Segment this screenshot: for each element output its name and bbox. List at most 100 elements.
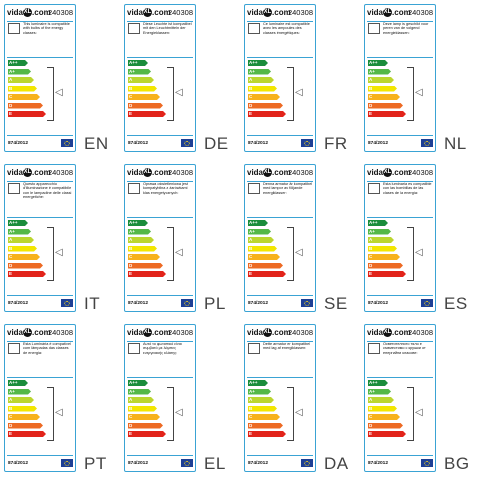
class-range-bracket <box>287 67 294 121</box>
energy-class-bar: D <box>248 103 283 109</box>
energy-class-bar: D <box>248 423 283 429</box>
brand-name-left: vida <box>247 168 264 177</box>
divider <box>367 21 433 22</box>
brand-name-left: vida <box>367 328 384 337</box>
class-range-bracket <box>407 67 414 121</box>
energy-label-card: vidaXL.com 240308 Diese Leuchte ist kompat… <box>124 4 196 152</box>
energy-class-bar: A++ <box>8 380 28 386</box>
pendant-lamp-icon <box>8 183 20 194</box>
energy-label-cell: vidaXL.com 240308 Diese Leuchte ist kompat… <box>120 0 240 160</box>
brand-name-right: .com <box>272 8 291 17</box>
language-code: PT <box>84 454 107 473</box>
energy-class-bar: B <box>128 246 157 252</box>
compatibility-text: Dette armatur er kompatibel med lag af e… <box>263 342 311 351</box>
energy-class-bar: A <box>128 237 154 243</box>
bulb-icon: ◁ <box>415 407 423 418</box>
energy-class-bar: A+ <box>128 229 151 235</box>
brand-name-mid: XL <box>263 328 273 338</box>
eu-flag-icon <box>61 459 73 467</box>
energy-class-bar: D <box>128 263 163 269</box>
brand-name-right: .com <box>392 168 411 177</box>
energy-class-bar: A <box>128 397 154 403</box>
energy-class-bar: A++ <box>368 60 388 66</box>
energy-class-bar: A++ <box>128 380 148 386</box>
energy-class-bar: B <box>8 246 37 252</box>
brand-name-right: .com <box>152 328 171 337</box>
model-number: 240308 <box>47 328 73 337</box>
divider <box>367 217 433 218</box>
divider <box>367 377 433 378</box>
class-range-bracket <box>47 387 54 441</box>
energy-label-cell: vidaXL.com 240308 Dette armatur er kompati… <box>240 320 360 480</box>
class-range-bracket <box>47 227 54 281</box>
eu-flag-icon <box>421 459 433 467</box>
regulation-number: 874/2012 <box>368 141 389 146</box>
energy-label-cell: vidaXL.com 240308 Esta luminaria es compat… <box>360 160 480 320</box>
brand-logo: vidaXL.com <box>127 168 171 178</box>
divider <box>247 135 313 136</box>
divider <box>7 217 73 218</box>
energy-class-bar: D <box>128 423 163 429</box>
energy-label-cell: vidaXL.com 240308 Esta Luminária é compatí… <box>0 320 120 480</box>
compatibility-text: Αυτό το φωτιστικό είναι συμβατό με λάμπε… <box>143 342 182 355</box>
eu-flag-icon <box>181 459 193 467</box>
energy-class-bar: C <box>8 414 40 420</box>
energy-class-bar: A <box>8 397 34 403</box>
language-code: NL <box>444 134 467 153</box>
energy-class-bar: A <box>368 237 394 243</box>
eu-flag-icon <box>61 139 73 147</box>
energy-class-bar: D <box>8 263 43 269</box>
language-code: IT <box>84 294 101 313</box>
divider <box>127 341 193 342</box>
brand-name-right: .com <box>32 8 51 17</box>
language-code: EL <box>204 454 226 473</box>
brand-logo: vidaXL.com <box>7 8 51 18</box>
language-code: DA <box>324 454 349 473</box>
energy-label-card: vidaXL.com 240308 Осветителното тяло е съв… <box>364 324 436 472</box>
energy-class-bar: A <box>248 237 274 243</box>
divider <box>7 455 73 456</box>
energy-class-bar: A+ <box>8 389 31 395</box>
energy-class-bar: A++ <box>368 220 388 226</box>
energy-class-bar: A+ <box>248 389 271 395</box>
energy-class-bar: C <box>128 414 160 420</box>
divider <box>367 295 433 296</box>
energy-class-bar: E <box>368 111 406 117</box>
energy-class-bar: D <box>8 103 43 109</box>
card-header: vidaXL.com 240308 <box>247 7 313 21</box>
pendant-lamp-icon <box>368 183 380 194</box>
energy-class-bar: C <box>248 414 280 420</box>
brand-name-left: vida <box>7 8 24 17</box>
pendant-lamp-icon <box>248 23 260 34</box>
energy-label-card: vidaXL.com 240308 Esta luminaria es compat… <box>364 164 436 312</box>
brand-name-right: .com <box>152 8 171 17</box>
pendant-lamp-icon <box>248 343 260 354</box>
energy-class-bar: E <box>128 431 166 437</box>
compatibility-text: Diese Leuchte ist kompatibel mit den Leu… <box>143 22 192 35</box>
eu-flag-icon <box>181 139 193 147</box>
energy-class-bar: B <box>128 86 157 92</box>
energy-class-bar: A++ <box>368 380 388 386</box>
divider <box>7 181 73 182</box>
energy-class-bar: B <box>8 406 37 412</box>
energy-class-bar: E <box>128 271 166 277</box>
energy-class-bar: A++ <box>8 60 28 66</box>
energy-class-bar: A++ <box>128 220 148 226</box>
compatibility-text: Denna armatur är kompatibel med lampor a… <box>263 182 313 195</box>
language-code: ES <box>444 294 468 313</box>
brand-name-mid: XL <box>383 328 393 338</box>
model-number: 240308 <box>47 8 73 17</box>
divider <box>367 57 433 58</box>
compatibility-text: Esta Luminária é compatível com lâmpadas… <box>23 342 71 355</box>
brand-name-left: vida <box>7 168 24 177</box>
energy-class-bar: B <box>248 246 277 252</box>
bulb-icon: ◁ <box>55 407 63 418</box>
compatibility-text: Questo apparecchio d'illuminazione è com… <box>23 182 72 200</box>
model-number: 240308 <box>287 8 313 17</box>
model-number: 240308 <box>407 168 433 177</box>
brand-name-right: .com <box>152 168 171 177</box>
pendant-lamp-icon <box>128 343 140 354</box>
divider <box>247 21 313 22</box>
divider <box>247 181 313 182</box>
compatibility-text: This luminaire is compatible with bulbs … <box>23 22 70 35</box>
